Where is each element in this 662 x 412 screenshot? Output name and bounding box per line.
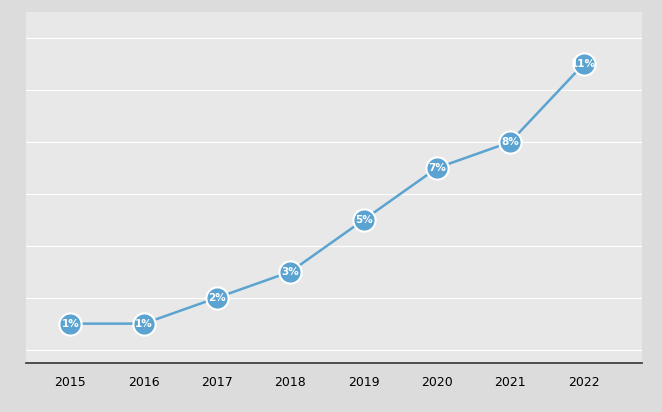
Text: 7%: 7% bbox=[428, 163, 446, 173]
Text: 1%: 1% bbox=[62, 318, 79, 329]
Text: 1%: 1% bbox=[135, 318, 153, 329]
Text: 3%: 3% bbox=[281, 267, 299, 277]
Text: 11%: 11% bbox=[571, 59, 596, 69]
Text: 5%: 5% bbox=[355, 215, 373, 225]
Text: 8%: 8% bbox=[501, 137, 519, 147]
Text: 2%: 2% bbox=[208, 293, 226, 303]
